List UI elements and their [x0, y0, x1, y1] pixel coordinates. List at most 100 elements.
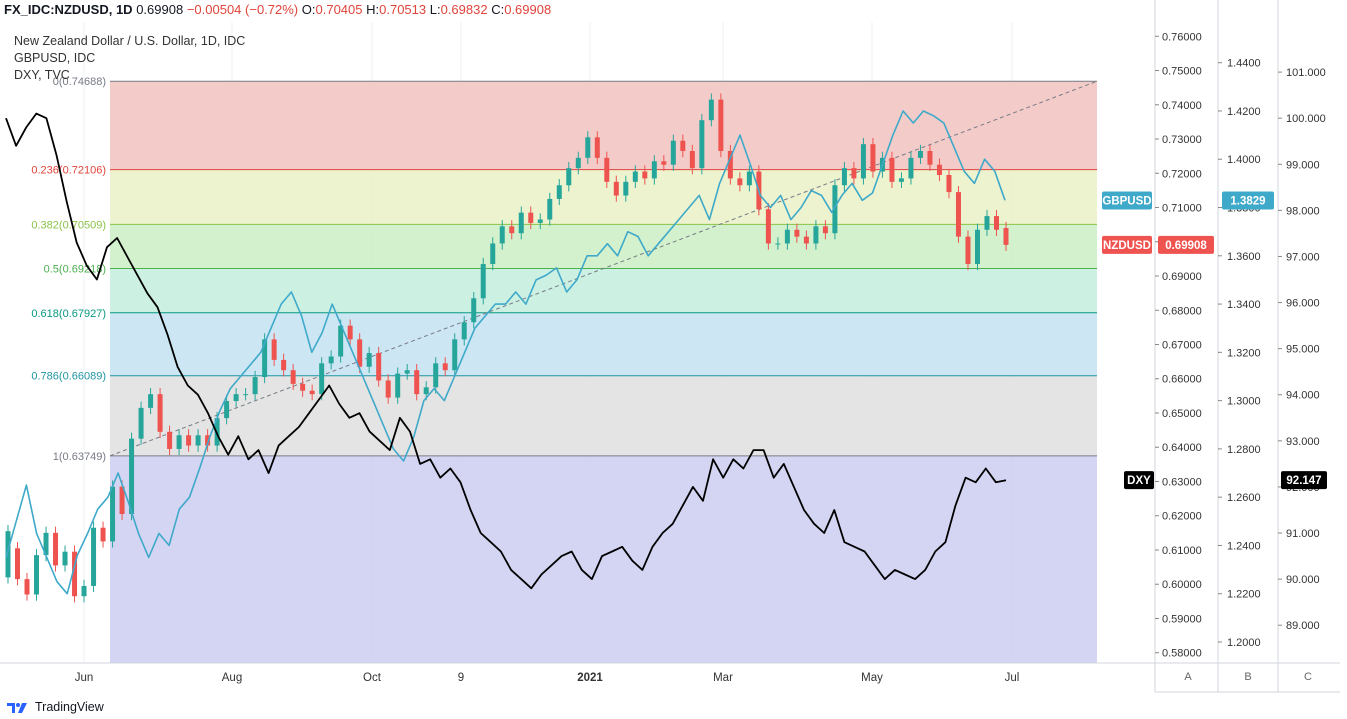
candle-body — [917, 151, 923, 158]
dxy-value-badge: 92.147 — [1286, 475, 1321, 487]
gbpusd-value-badge: 1.3829 — [1230, 196, 1265, 208]
x-tick-label: Jun — [75, 672, 94, 684]
axis-b-tick-label: 1.2800 — [1227, 444, 1261, 456]
fib-zone — [110, 268, 1097, 313]
candle-body — [376, 353, 382, 381]
candle-body — [936, 164, 942, 175]
axis-b-tick-label: 1.3600 — [1227, 251, 1261, 263]
candle-body — [262, 339, 268, 378]
axis-c-tick-label: 93.000 — [1286, 436, 1320, 448]
candle-body — [490, 243, 496, 265]
candle-body — [680, 140, 686, 152]
candle-body — [233, 394, 239, 402]
candle-body — [414, 370, 420, 395]
nzdusd-value-badge: 0.69908 — [1165, 240, 1207, 252]
tradingview-brand[interactable]: TradingView — [35, 700, 104, 714]
candle-body — [860, 144, 866, 179]
candle-body — [623, 181, 629, 196]
candle-body — [290, 370, 296, 384]
x-tick-label: May — [861, 672, 883, 684]
axis-a-tick-label: 0.60000 — [1162, 579, 1202, 591]
high-value: 0.70513 — [379, 2, 427, 17]
fib-label: 0.382(0.70509) — [31, 219, 106, 231]
candle-body — [243, 394, 249, 396]
close-value: 0.69908 — [504, 2, 552, 17]
candle-body — [746, 171, 752, 186]
fib-label: 0.618(0.67927) — [31, 308, 106, 320]
fib-label: 0.236(0.72106) — [31, 165, 106, 177]
axis-c-tick-label: 91.000 — [1286, 528, 1320, 540]
scale-c-button[interactable]: C — [1304, 671, 1312, 683]
candle-body — [186, 435, 192, 446]
candle-body — [974, 229, 980, 265]
candle-body — [195, 435, 201, 446]
candle-body — [509, 226, 515, 234]
symbol-header: FX_IDC:NZDUSD, 1D 0.69908 −0.00504 (−0.7… — [4, 2, 551, 17]
axis-c-tick-label: 95.000 — [1286, 344, 1320, 356]
candle-body — [984, 216, 990, 230]
candle-body — [594, 137, 600, 158]
candle-body — [775, 243, 781, 245]
axis-a-tick-label: 0.64000 — [1162, 442, 1202, 454]
candle-body — [537, 219, 543, 223]
candle-body — [670, 140, 676, 165]
candle-body — [338, 325, 344, 357]
axis-b-tick-label: 1.3200 — [1227, 347, 1261, 359]
axis-c-tick-label: 89.000 — [1286, 620, 1320, 632]
candle-body — [737, 178, 743, 186]
candle-body — [946, 174, 952, 193]
axis-b-tick-label: 1.4000 — [1227, 154, 1261, 166]
dxy-value-badge-bg — [1281, 471, 1327, 490]
candle-body — [965, 236, 971, 265]
candle-body — [433, 363, 439, 388]
legend-nzdusd[interactable]: New Zealand Dollar / U.S. Dollar, 1D, ID… — [14, 34, 246, 48]
candle-body — [841, 168, 847, 186]
scale-b-button[interactable]: B — [1244, 671, 1252, 683]
candle-body — [471, 298, 477, 323]
candle-body — [547, 198, 553, 220]
symbol-name[interactable]: FX_IDC:NZDUSD, 1D — [4, 2, 133, 17]
axis-c-tick-label: 98.000 — [1286, 205, 1320, 217]
candle-body — [642, 171, 648, 179]
candle-body — [224, 401, 230, 419]
candle-body — [15, 548, 21, 580]
axis-c-tick-label: 97.000 — [1286, 251, 1320, 263]
fib-zone — [110, 224, 1097, 269]
candle-body — [309, 390, 315, 395]
scale-a-button[interactable]: A — [1184, 671, 1192, 683]
candle-body — [955, 192, 961, 237]
candle-body — [119, 486, 125, 515]
candle-body — [718, 99, 724, 152]
fib-zone — [110, 455, 1097, 663]
candle-body — [556, 185, 562, 199]
legend-dxy[interactable]: DXY, TVC — [14, 68, 70, 82]
candle-body — [319, 363, 325, 395]
candle-body — [528, 212, 534, 223]
candle-body — [53, 532, 59, 566]
legend-gbpusd[interactable]: GBPUSD, IDC — [14, 51, 96, 65]
candle-body — [461, 322, 467, 340]
candle-body — [404, 370, 410, 374]
candle-body — [24, 579, 30, 595]
candle-body — [62, 551, 68, 566]
candle-body — [5, 531, 11, 578]
candle-body — [1003, 228, 1009, 245]
gbpusd-value-badge-bg — [1222, 191, 1274, 210]
axis-a-tick-label: 0.72000 — [1162, 168, 1202, 180]
candle-body — [727, 151, 733, 179]
axis-c-tick-label: 90.000 — [1286, 574, 1320, 586]
close-label: C: — [491, 2, 505, 17]
candle-body — [927, 151, 933, 165]
candle-body — [765, 209, 771, 244]
axis-a-tick-label: 0.71000 — [1162, 203, 1202, 215]
candle-body — [613, 181, 619, 196]
high-label: H: — [366, 2, 380, 17]
candle-body — [499, 226, 505, 244]
open-label: O: — [301, 2, 316, 17]
candle-body — [167, 431, 173, 449]
candle-body — [157, 394, 163, 432]
candle-body — [480, 264, 486, 299]
axis-a-tick-label: 0.58000 — [1162, 648, 1202, 660]
candle-body — [870, 144, 876, 172]
